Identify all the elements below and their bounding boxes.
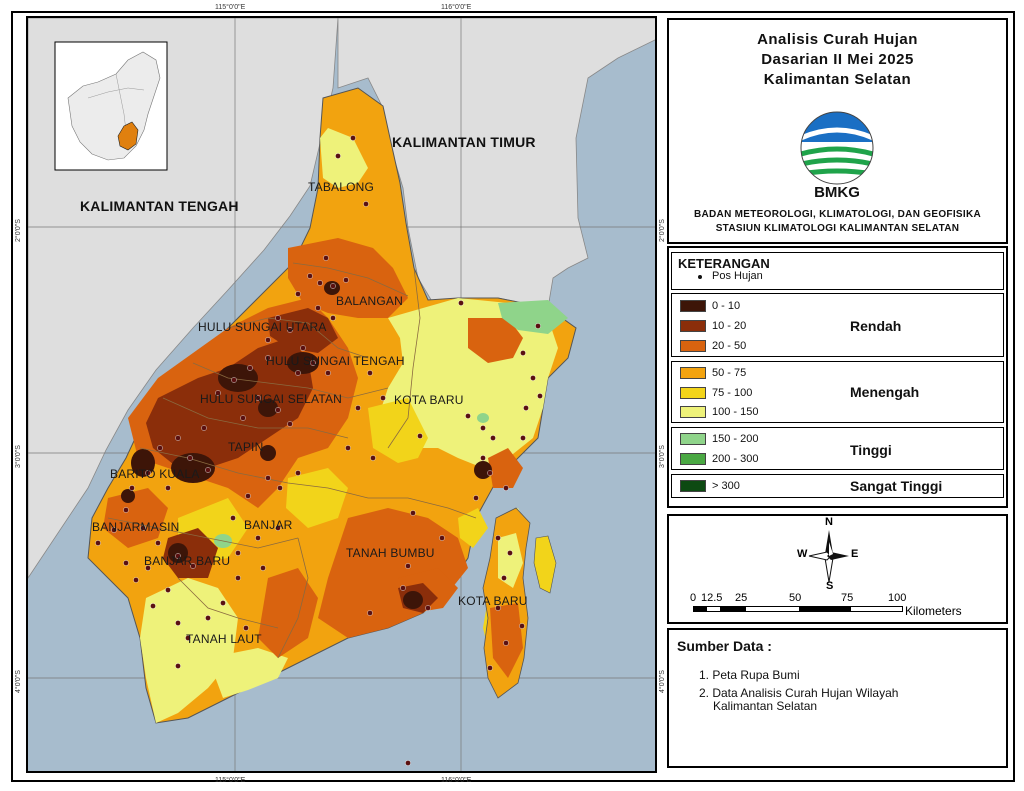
bmkg-logo: BMKG — [797, 108, 877, 208]
legend-label: 100 - 150 — [712, 406, 759, 418]
legend-swatch — [680, 320, 706, 332]
legend-swatch — [680, 340, 706, 352]
scale-bar — [693, 606, 903, 612]
legend-group-very-high: > 300 Sangat Tinggi — [671, 474, 1004, 498]
title-line-2: Dasarian II Mei 2025 — [761, 51, 914, 68]
coord-left-2: 2°0'0"S — [15, 219, 22, 242]
legend-swatch — [680, 367, 706, 379]
coord-left-4: 4°0'0"S — [15, 670, 22, 693]
label-kalimantan-tengah: KALIMANTAN TENGAH — [80, 198, 239, 214]
label-tanah-laut: TANAH LAUT — [186, 632, 262, 646]
title-line-3: Kalimantan Selatan — [763, 71, 912, 88]
label-kota-baru-north: KOTA BARU — [394, 393, 464, 407]
compass-rose: N E S W — [797, 516, 861, 592]
legend-item: 0 - 10 — [680, 299, 740, 313]
coord-top-115: 115°0'0"E — [215, 4, 246, 11]
legend-station-label: Pos Hujan — [712, 270, 763, 282]
legend-heading: KETERANGAN — [678, 256, 770, 271]
inset-map — [54, 41, 168, 171]
legend-label: 200 - 300 — [712, 453, 759, 465]
label-barito-kuala: BARITO KUALA — [110, 467, 200, 481]
legend-swatch — [680, 406, 706, 418]
coord-left-3: 3°0'0"S — [15, 445, 22, 468]
category-very-high: Sangat Tinggi — [850, 478, 943, 494]
coord-bottom-115: 115°0'0"E — [215, 777, 246, 784]
source-panel: Sumber Data : 1. Peta Rupa Bumi 2. Data … — [667, 628, 1008, 768]
scale-tick-75: 75 — [841, 592, 854, 604]
scale-tick-100: 100 — [888, 592, 907, 604]
legend-item: 200 - 300 — [680, 452, 758, 466]
label-kota-baru-south: KOTA BARU — [458, 594, 528, 608]
map-canvas — [28, 18, 655, 771]
compass-e: E — [851, 548, 859, 560]
legend-item: 20 - 50 — [680, 339, 746, 353]
category-low: Rendah — [850, 318, 902, 334]
label-banjarmasin: BANJARMASIN — [92, 520, 180, 534]
label-tapin: TAPIN — [228, 440, 264, 454]
scale-tick-0: 0 — [690, 592, 697, 604]
label-kalimantan-timur: KALIMANTAN TIMUR — [392, 134, 536, 150]
station-name: STASIUN KLIMATOLOGI KALIMANTAN SELATAN — [715, 223, 960, 234]
scale-unit: Kilometers — [905, 604, 962, 618]
compass-n: N — [825, 516, 833, 528]
category-medium: Menengah — [850, 384, 920, 400]
label-balangan: BALANGAN — [336, 294, 403, 308]
legend-swatch — [680, 387, 706, 399]
compass-scale-panel: N E S W 0 12.5 25 50 75 100 Kilometers — [667, 514, 1008, 624]
category-high: Tinggi — [850, 442, 892, 458]
legend-label: 150 - 200 — [712, 433, 759, 445]
label-banjar: BANJAR — [244, 518, 293, 532]
coord-top-116: 116°0'0"E — [441, 4, 472, 11]
legend-label: 10 - 20 — [712, 320, 747, 332]
legend-item: 10 - 20 — [680, 319, 746, 333]
scale-tick-25: 25 — [735, 592, 748, 604]
label-hulu-sungai-selatan: HULU SUNGAI SELATAN — [200, 392, 343, 406]
legend-swatch — [680, 300, 706, 312]
coord-bottom-116: 116°0'0"E — [441, 777, 472, 784]
legend-item: 150 - 200 — [680, 432, 758, 446]
province-kalsel — [87, 87, 577, 724]
legend-label: 0 - 10 — [712, 300, 741, 312]
legend-item: 75 - 100 — [680, 386, 752, 400]
source-item-2-cont: Kalimantan Selatan — [713, 699, 818, 713]
scale-tick-50: 50 — [789, 592, 802, 604]
station-dot-icon — [698, 275, 702, 279]
map-frame — [11, 11, 1015, 782]
label-tabalong: TABALONG — [308, 180, 375, 194]
legend-swatch — [680, 433, 706, 445]
legend-label: > 300 — [712, 480, 740, 492]
compass-s: S — [826, 580, 834, 592]
rainfall-map: KALIMANTAN TENGAH KALIMANTAN TIMUR TABAL… — [26, 16, 657, 773]
rain-stations — [95, 135, 543, 766]
legend-item: > 300 — [680, 479, 740, 493]
legend-item: 100 - 150 — [680, 405, 758, 419]
legend-label: 20 - 50 — [712, 340, 747, 352]
bmkg-logo-text: BMKG — [814, 184, 860, 201]
label-hulu-sungai-tengah: HULU SUNGAI TENGAH — [266, 354, 405, 368]
legend-label: 75 - 100 — [712, 387, 753, 399]
scale-tick-12-5: 12.5 — [701, 592, 723, 604]
legend-group-high: 150 - 200 200 - 300 Tinggi — [671, 427, 1004, 470]
title-panel: Analisis Curah Hujan Dasarian II Mei 202… — [667, 18, 1008, 244]
label-hulu-sungai-utara: HULU SUNGAI UTARA — [198, 320, 327, 334]
source-heading: Sumber Data : — [677, 638, 772, 654]
legend-swatch — [680, 480, 706, 492]
legend-swatch — [680, 453, 706, 465]
legend-header-box: KETERANGAN Pos Hujan — [671, 252, 1004, 290]
legend-item: 50 - 75 — [680, 366, 746, 380]
coord-right-2: 2°0'0"S — [659, 219, 666, 242]
label-tanah-bumbu: TANAH BUMBU — [346, 546, 435, 560]
label-banjar-baru: BANJAR BARU — [144, 554, 231, 568]
source-item-2: 2. Data Analisis Curah Hujan Wilayah — [699, 686, 899, 700]
legend-label: 50 - 75 — [712, 367, 747, 379]
title-line-1: Analisis Curah Hujan — [757, 31, 918, 48]
coord-right-4: 4°0'0"S — [659, 670, 666, 693]
org-name: BADAN METEOROLOGI, KLIMATOLOGI, DAN GEOF… — [693, 209, 981, 220]
compass-icon — [808, 530, 849, 583]
compass-w: W — [797, 548, 808, 560]
legend-group-medium: 50 - 75 75 - 100 100 - 150 Menengah — [671, 361, 1004, 423]
coord-right-3: 3°0'0"S — [659, 445, 666, 468]
source-item-1: 1. Peta Rupa Bumi — [699, 668, 800, 682]
legend-group-low: 0 - 10 10 - 20 20 - 50 Rendah — [671, 293, 1004, 357]
